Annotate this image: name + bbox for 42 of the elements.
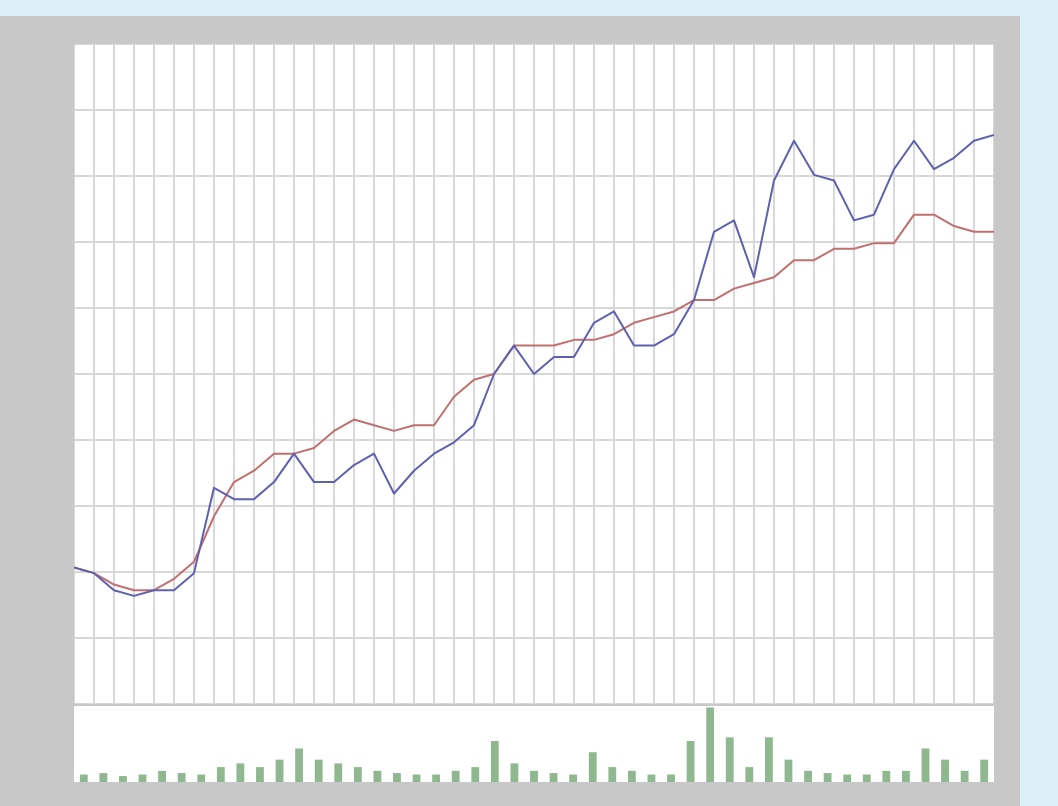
bar bbox=[549, 773, 558, 782]
bar bbox=[353, 767, 362, 782]
bar bbox=[725, 737, 734, 782]
bar bbox=[608, 767, 617, 782]
bar bbox=[569, 774, 578, 782]
bar bbox=[490, 741, 499, 782]
bar bbox=[158, 770, 166, 782]
bar bbox=[764, 737, 773, 782]
bar bbox=[804, 770, 812, 782]
bar bbox=[843, 774, 852, 782]
bar bbox=[627, 770, 636, 782]
bar bbox=[510, 763, 519, 782]
bar bbox=[941, 759, 949, 782]
bar bbox=[451, 770, 460, 782]
bar bbox=[706, 707, 715, 782]
bar bbox=[882, 770, 891, 782]
bar bbox=[334, 763, 343, 782]
bar bbox=[823, 773, 832, 782]
bar bbox=[119, 776, 127, 782]
bar bbox=[862, 774, 871, 782]
bar bbox=[177, 773, 186, 782]
bar bbox=[99, 773, 108, 782]
bar bbox=[745, 767, 754, 782]
bar bbox=[980, 759, 989, 782]
bar bbox=[921, 748, 930, 782]
bar bbox=[902, 770, 910, 782]
bar bbox=[373, 770, 382, 782]
bar bbox=[197, 774, 206, 782]
bar bbox=[256, 767, 264, 782]
bar bbox=[314, 759, 323, 782]
bar bbox=[295, 748, 304, 782]
bar bbox=[216, 767, 225, 782]
bar bbox=[686, 741, 695, 782]
bar bbox=[471, 767, 480, 782]
bar bbox=[236, 763, 245, 782]
bar bbox=[667, 774, 675, 782]
bar bbox=[432, 774, 441, 782]
bar bbox=[79, 774, 88, 782]
bar bbox=[530, 770, 538, 782]
bar bbox=[393, 773, 401, 782]
bar bbox=[588, 752, 597, 782]
bar bbox=[960, 770, 969, 782]
